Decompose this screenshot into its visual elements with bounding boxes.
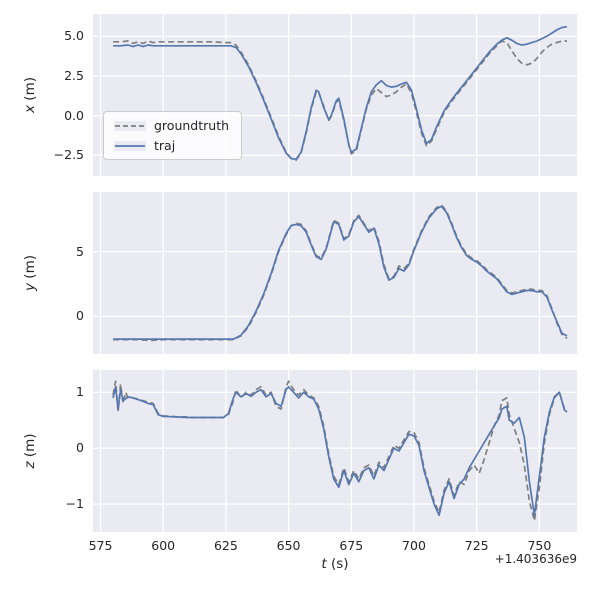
- traj-line-swatch: [114, 140, 146, 151]
- subplot-x-plot: groundtruth traj: [93, 14, 577, 176]
- x-tick-label: 675: [339, 538, 364, 553]
- legend-label-groundtruth: groundtruth: [154, 118, 230, 133]
- groundtruth-line-swatch: [114, 120, 146, 131]
- groundtruth-line-z: [112, 380, 568, 522]
- traj-line-z: [112, 385, 568, 517]
- x-tick-label: 725: [464, 538, 489, 553]
- y-tick-label-z: −1: [65, 496, 84, 512]
- y-tick-label-x: 2.5: [64, 67, 84, 83]
- y-tick-label-y: 5: [76, 243, 84, 259]
- y-tick-label-x: −2.5: [53, 147, 84, 163]
- legend-label-traj: traj: [154, 138, 176, 153]
- x-axis-label: t (s): [321, 556, 349, 572]
- x-tick-label: 700: [402, 538, 426, 553]
- y-tick-label-x: 5.0: [64, 28, 84, 44]
- subplot-y-canvas: [93, 192, 577, 354]
- legend-item-traj: traj: [114, 138, 229, 153]
- subplot-z-plot: [93, 370, 577, 532]
- groundtruth-line-y: [113, 204, 568, 342]
- y-tick-label-z: 1: [76, 384, 84, 400]
- legend: groundtruth traj: [103, 111, 243, 160]
- traj-line-y: [113, 205, 568, 340]
- subplot-y-plot: [93, 192, 577, 354]
- subplot-z-canvas: [93, 370, 577, 532]
- y-tick-label-x: 0.0: [64, 107, 84, 123]
- x-tick-label: 625: [213, 538, 238, 553]
- traj-line-x: [113, 25, 568, 161]
- y-tick-label-z: 0: [76, 440, 84, 456]
- y-tick-label-y: 0: [76, 308, 84, 324]
- x-tick-label: 600: [151, 538, 176, 553]
- x-tick-label: 750: [527, 538, 552, 553]
- x-tick-label: 575: [88, 538, 113, 553]
- x-tick-label: 650: [276, 538, 301, 553]
- x-axis-offset-text: +1.403636e9: [494, 552, 577, 566]
- legend-item-groundtruth: groundtruth: [114, 118, 229, 133]
